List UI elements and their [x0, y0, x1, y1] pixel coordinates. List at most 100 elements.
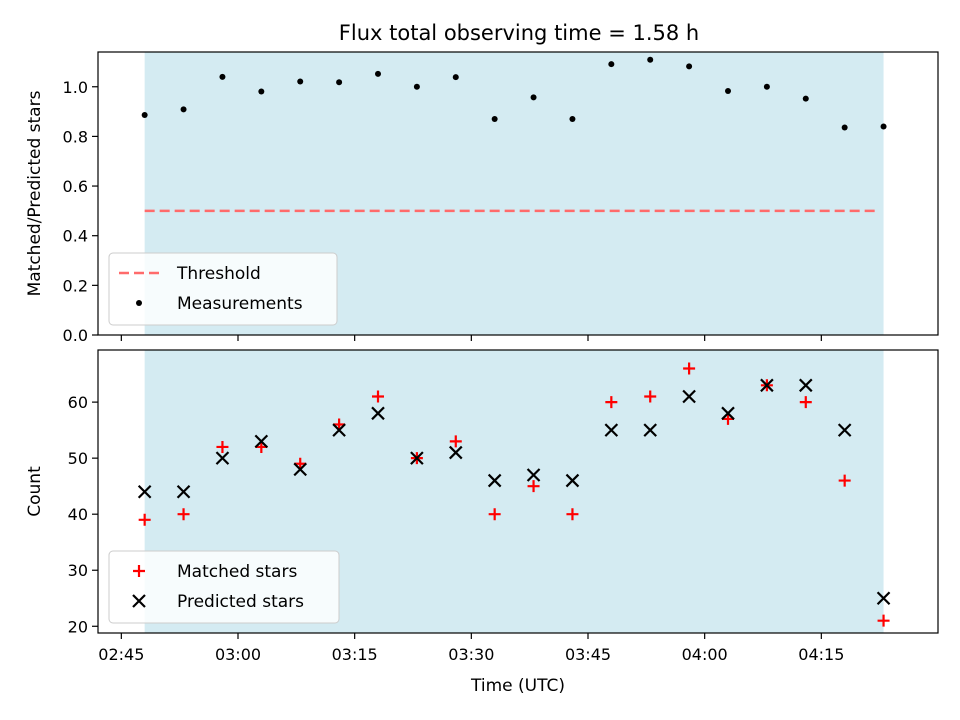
measurement-point	[297, 78, 304, 85]
x-tick-label: 04:00	[682, 645, 728, 664]
measurement-point	[530, 94, 537, 101]
count-marks	[137, 362, 891, 627]
x-tick-label: 02:45	[98, 645, 144, 664]
measurement-point	[763, 83, 770, 90]
y-tick-label: 0.2	[63, 276, 88, 295]
measurement-point	[608, 61, 615, 68]
predicted-star-point	[487, 473, 502, 488]
count-x-ticks: 02:45 03:00 03:15 03:30 03:45 04:00 04:15	[98, 633, 844, 664]
predicted-star-point	[410, 451, 424, 465]
matched-star-point	[255, 440, 268, 453]
predicted-star-point	[799, 378, 813, 393]
measurement-point	[841, 124, 848, 131]
measurement-point	[375, 70, 381, 77]
matched-star-point	[838, 474, 851, 487]
matched-star-point	[644, 390, 657, 403]
x-axis-label: Time (UTC)	[470, 676, 565, 696]
y-tick-label: 50	[68, 449, 88, 468]
count-plot-frame	[97, 349, 939, 634]
legend-entry-label: Threshold	[176, 264, 261, 284]
predicted-star-point	[760, 378, 774, 393]
matched-star-point	[216, 440, 229, 453]
legend-marker-swatch	[132, 594, 146, 608]
y-tick-label: 40	[68, 505, 88, 524]
y-tick-label: 0.6	[63, 177, 88, 196]
matched-star-point	[372, 390, 384, 403]
count-panel: 20 30 40 50 60 02:45 03:00 03:15 03:30 03:45 04:0…	[25, 349, 939, 696]
legend-entry-label: Measurements	[177, 294, 303, 314]
predicted-star-point	[254, 434, 269, 449]
legend-box	[108, 252, 338, 326]
measurement-point	[336, 79, 343, 86]
y-tick-label: 60	[68, 393, 88, 412]
measurement-point	[219, 73, 226, 80]
matched-star-point	[138, 513, 151, 526]
matched-star-point	[333, 418, 346, 431]
predicted-star-point	[643, 423, 657, 437]
matched-star-point	[488, 508, 501, 521]
predicted-star-point	[721, 406, 735, 421]
measurement-point	[880, 123, 887, 130]
chart-title: Flux total observing time = 1.58 h	[339, 21, 699, 45]
count-y-ticks: 20 30 40 50 60	[68, 393, 98, 636]
matched-star-point	[527, 480, 540, 493]
predicted-star-point	[332, 423, 346, 437]
predicted-star-point	[876, 591, 891, 606]
matched-star-point	[605, 396, 618, 409]
predicted-star-point	[682, 389, 696, 404]
matched-star-point	[683, 362, 696, 375]
x-tick-label: 03:45	[565, 645, 611, 664]
predicted-star-point	[604, 423, 619, 437]
y-tick-label: 0.8	[63, 127, 88, 146]
predicted-star-point	[837, 423, 852, 437]
predicted-star-point	[565, 473, 580, 488]
predicted-star-point	[526, 468, 541, 482]
matched-star-point	[294, 457, 307, 470]
count-y-axis-label: Count	[25, 466, 45, 517]
ratio-plot-frame	[97, 51, 939, 336]
legend-entry-label: Matched stars	[177, 562, 297, 582]
x-tick-label: 03:00	[215, 645, 261, 664]
ratio-panel: 0.0 0.2 0.4 0.6 0.8 1.0 Matched/Predicted sta…	[25, 51, 939, 345]
count-legend: Matched stars Predicted stars	[108, 550, 340, 624]
matched-star-point	[177, 508, 190, 521]
predicted-star-point	[371, 406, 385, 421]
matched-star-point	[799, 396, 812, 409]
y-tick-label: 1.0	[63, 78, 88, 97]
x-tick-label: 04:15	[798, 645, 844, 664]
matched-star-point	[449, 435, 462, 448]
measurement-point	[569, 116, 576, 123]
x-tick-label: 03:15	[332, 645, 378, 664]
predicted-star-point	[215, 451, 230, 465]
legend-entry-label: Predicted stars	[177, 592, 304, 612]
y-tick-label: 30	[68, 561, 88, 580]
predicted-star-point	[137, 485, 152, 499]
measurement-point	[725, 87, 731, 94]
measurement-point	[413, 83, 420, 90]
matched-star-point	[877, 614, 890, 627]
legend-marker-swatch	[136, 300, 142, 306]
y-tick-label: 20	[68, 617, 88, 636]
measurement-point	[141, 112, 148, 119]
matched-star-point	[566, 508, 579, 521]
ratio-y-ticks: 0.0 0.2 0.4 0.6 0.8 1.0	[63, 78, 98, 345]
measurement-point	[647, 56, 654, 63]
x-tick-label: 03:30	[448, 645, 494, 664]
measurement-point	[491, 116, 498, 123]
measurement-point	[180, 106, 187, 113]
y-tick-label: 0.4	[63, 227, 88, 246]
ratio-y-axis-label: Matched/Predicted stars	[25, 90, 45, 296]
predicted-star-point	[449, 445, 463, 460]
measurement-point	[802, 95, 809, 102]
measurement-point	[452, 74, 459, 81]
measurement-point	[686, 63, 693, 70]
ratio-x-ticks	[120, 335, 822, 341]
ratio-marks	[141, 56, 887, 213]
matched-star-point	[722, 412, 734, 425]
y-tick-label: 0.0	[63, 326, 88, 345]
measurement-point	[258, 88, 265, 95]
legend-box	[108, 550, 340, 624]
ratio-legend: Threshold Measurements	[108, 252, 338, 326]
legend-marker-swatch	[133, 565, 145, 577]
